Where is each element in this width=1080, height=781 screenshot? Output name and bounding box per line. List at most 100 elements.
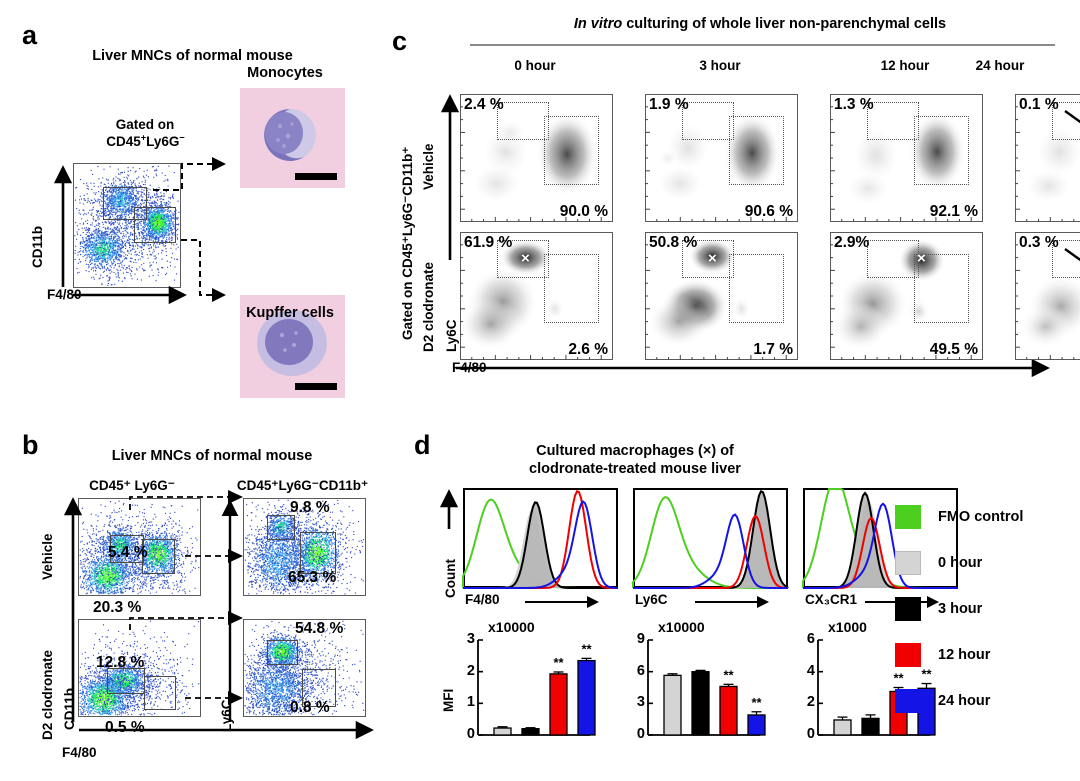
panel-a-scatter [74,165,180,286]
panel-b-val-clod-right-upper: 54.8 % [295,620,344,637]
panel-c-gate-upper-0-1[interactable] [682,102,734,140]
panel-d-hist-xlabel-2: CX₃CR1 [805,592,858,607]
panel-c-gate-lower-1-2[interactable] [914,254,969,323]
kupffer-image[interactable] [240,295,345,398]
panel-d-bar-1-ytick-3: 3 [636,694,645,711]
panel-a-gate-monocyte[interactable] [103,187,147,220]
panel-c-val-lower-1-2: 49.5 % [929,340,978,358]
panel-c-plot-vehicle-3[interactable]: 0.1 % 93.3 % [1010,94,1080,222]
panel-b-col1-header: CD45⁺ Ly6G⁻ [89,478,175,493]
panel-b-plot-clod-cd11b[interactable] [78,619,201,717]
panel-c-val-upper-1-3: 0.3 % [1019,234,1059,251]
panel-c-plot-vehicle-1[interactable]: 1.9 % 90.6 % [642,94,798,222]
panel-c-val-upper-1-2: 2.9% [834,234,870,251]
gate-b4-lower[interactable] [302,669,336,707]
panel-c-val-lower-1-1: 1.7 % [753,340,793,358]
panel-d-bar-2-multiplier: x1000 [828,619,867,635]
panel-d-histogram-0[interactable] [462,488,618,589]
panel-c-gate-upper-1-1[interactable] [682,240,734,278]
panel-c-val-upper-0-0: 2.4 % [464,96,504,113]
panel-a-image-top-label: Monocytes [247,65,323,81]
panel-c-divider [470,44,1055,46]
panel-d-histogram-1[interactable] [632,488,789,589]
panel-d-count-arrow [439,489,459,529]
panel-b-axes [63,490,374,740]
panel-b-plot-vehicle-cd11b[interactable] [78,498,201,596]
panel-d-hist-arrow-0 [525,596,599,608]
panel-d-bar-0-ytick-3: 3 [466,631,475,647]
panel-c-gate-upper-0-2[interactable] [867,102,919,140]
monocyte-image[interactable] [240,88,345,188]
legend-label-0: FMO control [938,509,1024,525]
panel-c-gate-upper-0-0[interactable] [497,102,549,140]
legend-label-3: 12 hour [938,647,991,663]
panel-d-histogram-2[interactable] [802,488,958,589]
gate-b4-upper[interactable] [267,640,298,665]
panel-letter-b: b [22,430,39,460]
panel-c-plot-vehicle-0[interactable]: 2.4 % 90.0 % [456,94,613,222]
panel-c-gate-upper-1-0[interactable] [497,240,549,278]
panel-c-val-upper-0-3: 0.1 % [1019,96,1059,113]
panel-d-hist-arrow-1 [695,596,769,608]
panel-b-plot-vehicle-ly6c[interactable] [243,498,366,596]
panel-c-plot-vehicle-2[interactable]: 1.3 % 92.1 % [830,94,983,222]
panel-d-count-label: Count [443,559,458,598]
legend-item-3[interactable]: 12 hour [895,643,1023,667]
legend-swatch-3 [895,643,921,667]
gate-b2-lower[interactable] [144,676,176,710]
panel-c-val-upper-1-0: 61.9 % [464,234,513,251]
panel-c-left-label: Gated on CD45⁺Ly6G⁻CD11b⁺ [400,146,415,340]
panel-a-dotplot[interactable] [73,163,181,288]
legend-item-4[interactable]: 24 hour [895,689,1023,713]
gate-b1-lower[interactable] [142,539,175,574]
panel-c-timepoint-3: 24 hour [975,58,1025,73]
panel-c-row2-label: D2 clodronate [421,261,436,352]
gate-b3-upper[interactable] [267,515,295,540]
legend-swatch-4 [895,689,921,713]
panel-c-gate-upper-1-2[interactable] [867,240,919,278]
legend-item-1[interactable]: 0 hour [895,551,1023,575]
panel-b-val-vehicle-right-lower: 65.3 % [288,569,337,586]
panel-a-axes-arrows [53,157,226,305]
panel-c-plot-clodronate-1[interactable]: × 50.8 % 1.7 % [645,232,798,360]
panel-a-gate-kupffer[interactable] [134,207,176,243]
panel-c-val-lower-1-0: 2.6 % [568,340,608,358]
gate-b3-lower[interactable] [300,532,336,574]
panel-c-gate-lower-1-1[interactable] [729,254,784,323]
panel-d-bar-2-ytick-4: 4 [806,662,815,679]
gate-cd45: CD45 [106,134,141,149]
panel-c-gate-lower-0-1[interactable] [729,116,784,185]
legend-swatch-1 [895,551,921,575]
panel-c-gate-lower-0-0[interactable] [544,116,599,185]
panel-d-bar-1-ytick-6: 6 [636,662,645,679]
panel-c-plot-clodronate-2[interactable]: × 2.9% 49.5 % [830,232,983,360]
gate-b1-upper[interactable] [110,535,144,563]
panel-c-gate-lower-1-0[interactable] [544,254,599,323]
scale-bar-kupffer [295,383,337,390]
panel-a-y-label: CD11b [30,225,45,268]
panel-c-val-lower-0-1: 90.6 % [744,202,793,220]
legend-item-2[interactable]: 3 hour [895,597,1023,621]
gate-cd45-sup: + [140,132,147,143]
panel-b-val-clod-left-upper: 12.8 % [96,654,145,671]
panel-b-col2-header: CD45⁺Ly6G⁻CD11b⁺ [236,478,369,493]
panel-c-title: In vitro culturing of whole liver non-pa… [460,16,1060,34]
panel-a-image-bottom-label: Kupffer cells [246,305,334,321]
panel-c-gate-upper-0-3[interactable] [1052,102,1080,140]
panel-c-plot-clodronate-3[interactable]: × 0.3 % 77.4% [1015,232,1080,360]
panel-b-plot-clod-ly6c[interactable] [243,619,366,717]
panel-c-title-rest: culturing of whole liver non-parenchymal… [622,16,947,32]
panel-d-bar-2-ytick-6: 6 [806,631,815,647]
panel-b-val-clod-right-lower: 0.8 % [290,699,330,716]
panel-d-hist-xlabel-1: Ly6C [635,592,668,607]
panel-c-gate-upper-1-3[interactable] [1052,240,1080,278]
panel-d-bar-1-ytick-9: 9 [636,631,645,647]
panel-c-title-italic: In vitro [573,16,623,32]
legend-label-1: 0 hour [938,555,983,571]
panel-c-gate-lower-0-2[interactable] [914,116,969,185]
legend-item-0[interactable]: FMO control [895,505,1023,529]
panel-c-plot-clodronate-0[interactable]: × 61.9 % 2.6 % [459,232,613,360]
